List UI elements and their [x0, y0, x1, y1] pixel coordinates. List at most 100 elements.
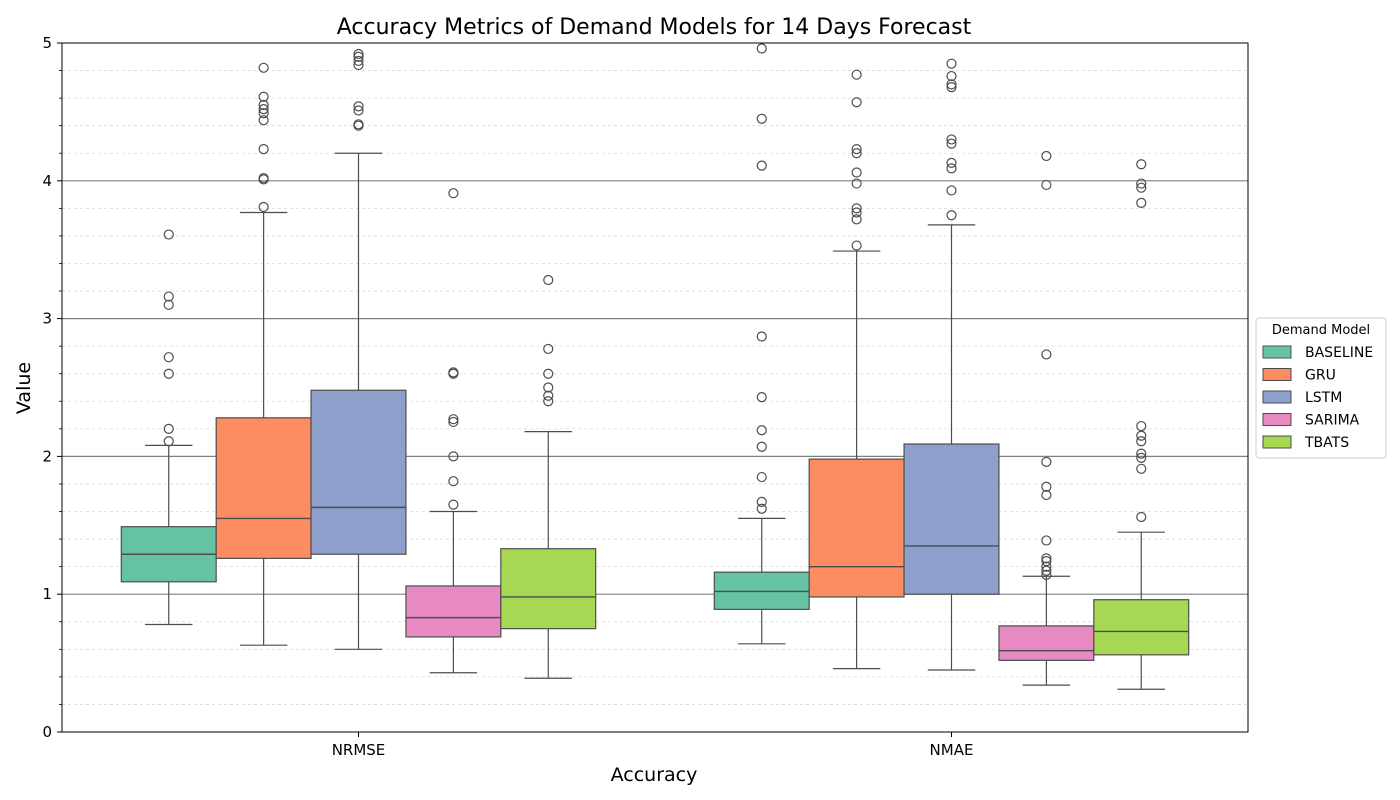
outlier-point	[756, 441, 767, 452]
outlier-point	[258, 108, 269, 119]
box-sarima-nrmse	[405, 188, 502, 674]
outlier-point	[946, 81, 957, 93]
outlier-point	[851, 167, 862, 178]
outlier-point	[851, 178, 862, 189]
outlier-point	[543, 368, 554, 379]
outlier-point	[1136, 420, 1147, 432]
outlier-point	[1136, 436, 1147, 447]
outlier-point	[1041, 556, 1052, 567]
grid	[62, 70, 1248, 705]
outlier-point	[163, 299, 174, 310]
outlier-point	[448, 476, 459, 487]
box-sarima-nmae	[998, 150, 1095, 686]
box-iqr	[903, 443, 1000, 595]
legend-label-sarima: SARIMA	[1305, 413, 1360, 429]
outlier-point	[353, 48, 364, 60]
outlier-point	[258, 91, 269, 102]
outlier-point	[1136, 448, 1147, 459]
outlier-point	[353, 59, 364, 71]
outlier-point	[1041, 150, 1052, 162]
outlier-point	[756, 496, 767, 507]
outlier-point	[258, 104, 269, 115]
y-tick-label: 0	[42, 723, 52, 741]
outlier-point	[1041, 489, 1052, 501]
outlier-point	[353, 105, 364, 116]
outlier-point	[543, 390, 554, 401]
outlier-point	[163, 352, 174, 363]
outlier-point	[756, 392, 767, 403]
outlier-point	[543, 396, 554, 407]
box-baseline-nrmse	[120, 229, 217, 626]
outlier-point	[946, 58, 957, 69]
outlier-point	[258, 201, 269, 213]
outlier-point	[1041, 456, 1052, 468]
x-tick-label-nmae: NMAE	[930, 741, 974, 759]
outlier-point	[851, 203, 862, 214]
outlier-point	[1136, 159, 1147, 170]
outlier-point	[1136, 430, 1147, 441]
outlier-point	[851, 207, 862, 218]
outlier-point	[1041, 535, 1052, 546]
outlier-point	[1041, 179, 1052, 191]
outlier-point	[258, 62, 269, 73]
box-iqr	[405, 585, 502, 638]
box-iqr	[500, 548, 597, 630]
outlier-point	[1136, 178, 1147, 189]
outlier-point	[946, 138, 957, 149]
outlier-point	[756, 160, 767, 171]
outlier-point	[163, 229, 174, 240]
outlier-point	[946, 210, 957, 221]
outlier-point	[946, 157, 957, 168]
outlier-point	[946, 134, 957, 145]
outlier-point	[851, 97, 862, 108]
outlier-point	[1136, 182, 1147, 193]
box-iqr	[215, 417, 312, 559]
outlier-point	[756, 503, 767, 514]
outlier-point	[946, 70, 957, 82]
y-axis-label: Value	[13, 362, 35, 414]
outlier-point	[353, 55, 364, 67]
outlier-point	[1136, 511, 1147, 523]
outlier-point	[1041, 553, 1052, 564]
legend-swatch-gru	[1262, 368, 1292, 381]
box-gru-nrmse	[215, 62, 312, 646]
boxes	[120, 43, 1190, 690]
plot-frame	[61, 42, 1249, 733]
outlier-point	[163, 368, 174, 379]
outlier-point	[163, 291, 174, 302]
outlier-point	[448, 367, 459, 378]
outlier-point	[448, 414, 459, 425]
outlier-point	[946, 163, 957, 174]
outlier-point	[543, 343, 554, 355]
legend-title: Demand Model	[1272, 323, 1370, 338]
legend-swatch-baseline	[1262, 345, 1292, 359]
box-tbats-nrmse	[500, 274, 597, 679]
outlier-point	[851, 144, 862, 155]
outlier-point	[543, 274, 554, 286]
box-iqr	[310, 389, 407, 555]
chart-title: Accuracy Metrics of Demand Models for 14…	[337, 15, 972, 40]
legend-swatch-sarima	[1262, 413, 1292, 426]
x-tick-label-nrmse: NRMSE	[332, 741, 386, 759]
outlier-point	[258, 99, 269, 111]
outlier-point	[258, 172, 269, 184]
outlier-point	[1041, 569, 1052, 581]
outlier-point	[163, 436, 174, 447]
outlier-point	[756, 43, 767, 54]
box-gru-nmae	[808, 69, 905, 670]
outlier-point	[1041, 565, 1052, 576]
legend: Demand Model BASELINE GRU LSTM SARIMA TBATS	[1255, 317, 1387, 459]
outlier-point	[946, 79, 957, 90]
outlier-point	[258, 115, 269, 126]
axes: 0 1 2 3 4 5 NRMSE NMAE	[42, 34, 973, 759]
outlier-point	[851, 148, 862, 159]
outlier-point	[1136, 197, 1147, 208]
outlier-point	[756, 425, 767, 436]
box-iqr	[808, 458, 905, 598]
legend-label-baseline: BASELINE	[1305, 345, 1373, 361]
outlier-point	[448, 451, 459, 462]
outlier-point	[163, 423, 174, 434]
x-axis-label: Accuracy	[611, 764, 698, 786]
outlier-point	[353, 119, 364, 130]
